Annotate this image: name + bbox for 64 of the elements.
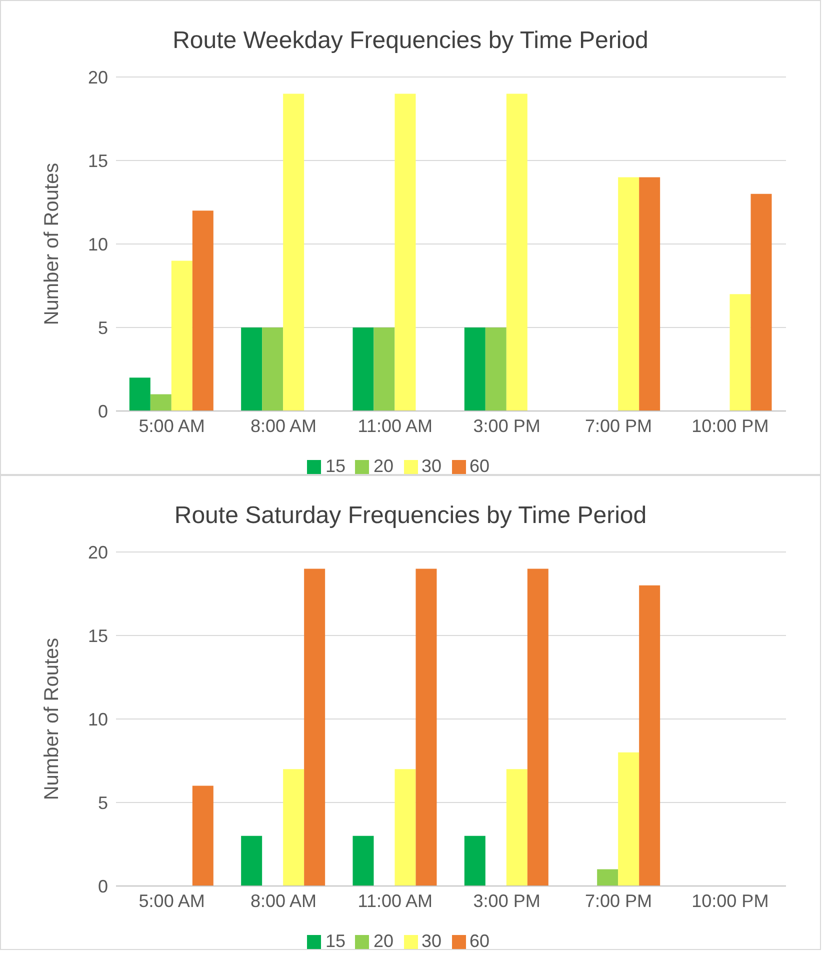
bar (352, 836, 374, 886)
x-tick-label: 10:00 PM (692, 416, 769, 436)
x-tick-label: 5:00 AM (138, 890, 205, 911)
y-tick-label: 10 (88, 234, 108, 254)
y-tick-label: 0 (98, 876, 108, 896)
bar (171, 260, 192, 411)
x-tick-label: 5:00 AM (138, 416, 205, 436)
bar (464, 328, 486, 411)
legend-label: 20 (373, 931, 394, 951)
bar (618, 177, 640, 411)
bar (506, 94, 528, 411)
bar (618, 752, 640, 886)
y-tick-label: 20 (88, 542, 108, 562)
bar (241, 328, 262, 411)
bar (394, 94, 416, 411)
x-tick-label: 3:00 PM (473, 416, 540, 436)
bar (129, 378, 150, 411)
x-tick-label: 7:00 PM (584, 890, 652, 911)
bar (352, 328, 374, 411)
bar (374, 328, 395, 411)
x-tick-label: 8:00 AM (250, 416, 317, 436)
y-axis-title: Number of Routes (41, 638, 64, 800)
y-tick-label: 5 (98, 792, 108, 813)
x-tick-label: 10:00 PM (692, 890, 769, 911)
bar (283, 769, 304, 886)
y-tick-label: 20 (88, 67, 108, 88)
x-tick-label: 11:00 AM (358, 890, 433, 911)
bar (241, 836, 262, 886)
bar (527, 568, 548, 886)
bar (639, 177, 660, 411)
bar (283, 94, 304, 411)
bar (192, 786, 214, 886)
x-tick-label: 3:00 PM (473, 890, 540, 911)
bar (730, 294, 751, 411)
bar (150, 394, 172, 411)
bar (416, 568, 437, 886)
bar (262, 328, 284, 411)
y-axis-title: Number of Routes (41, 162, 64, 326)
x-tick-label: 11:00 AM (358, 416, 433, 436)
bar (750, 194, 772, 411)
legend-label: 20 (373, 456, 394, 476)
bar (639, 585, 660, 886)
x-tick-label: 7:00 PM (584, 416, 652, 436)
legend-label: 15 (325, 931, 346, 951)
y-tick-label: 15 (88, 150, 108, 171)
legend-label: 30 (422, 931, 442, 951)
bar (192, 210, 214, 411)
bar (506, 769, 528, 886)
legend-label: 60 (470, 931, 490, 951)
bar (485, 328, 506, 411)
y-tick-label: 15 (88, 626, 108, 646)
legend-label: 60 (470, 456, 490, 476)
bar (304, 568, 326, 886)
x-tick-label: 8:00 AM (250, 890, 317, 911)
y-tick-label: 0 (98, 401, 108, 422)
bar (394, 769, 416, 886)
y-tick-label: 5 (98, 318, 108, 338)
y-tick-label: 10 (88, 709, 108, 730)
legend-label: 30 (422, 456, 442, 476)
chart-title: Route Saturday Frequencies by Time Period (173, 501, 648, 531)
bar (597, 869, 618, 886)
legend-label: 15 (325, 456, 346, 476)
bar (464, 836, 486, 886)
chart-title: Route Weekday Frequencies by Time Period (172, 26, 650, 56)
